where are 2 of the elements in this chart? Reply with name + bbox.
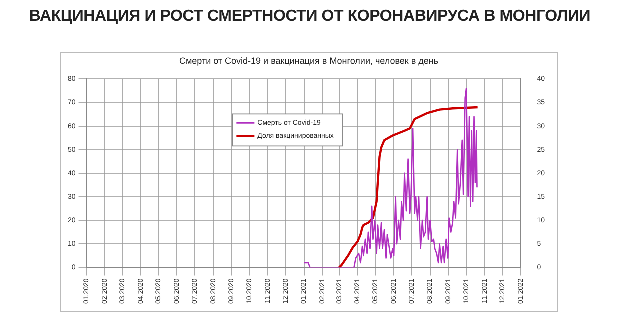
chart-title: ВАКЦИНАЦИЯ И РОСТ СМЕРТНОСТИ ОТ КОРОНАВИРУСА В МОНГОЛИИ xyxy=(28,8,592,26)
chart-subtitle: Смерти от Covid-19 и вакцинация в Монголии, человек в день xyxy=(178,56,440,66)
